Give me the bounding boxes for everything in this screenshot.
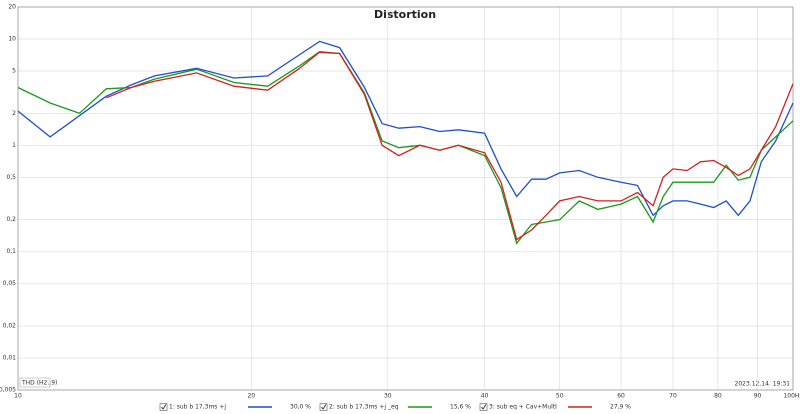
- x-tick-label: 70: [669, 393, 677, 400]
- y-tick-label: 1: [12, 142, 16, 149]
- legend-summary: 27,9 %: [610, 404, 631, 411]
- legend-summary: 15,6 %: [450, 404, 471, 411]
- series-line: [17, 40, 794, 217]
- y-label-box: [19, 377, 51, 388]
- y-tick-label: 0,2: [6, 216, 16, 223]
- legend-summary: 30,0 %: [290, 404, 311, 411]
- y-tick-label: 5: [12, 68, 16, 75]
- legend-check: [321, 404, 327, 410]
- legend-label: 1: sub b 17,3ms +j: [169, 404, 226, 411]
- y-tick-label: 0,5: [6, 174, 16, 181]
- timestamp: 2023.12.14. 19:31: [735, 381, 791, 388]
- y-tick-label: 0,05: [3, 280, 17, 287]
- y-tick-label: 0,01: [3, 354, 17, 361]
- plot-frame: [17, 6, 794, 391]
- x-tick-label: 80: [714, 393, 722, 400]
- chart-title: Distortion: [374, 8, 436, 21]
- x-tick-label: 30: [384, 393, 392, 400]
- x-tick-label: 100Hz: [783, 393, 800, 400]
- legend-checkbox: [479, 403, 488, 411]
- x-tick-label: 40: [481, 393, 489, 400]
- x-tick-label: 10: [14, 393, 22, 400]
- x-tick-label: 90: [754, 393, 762, 400]
- y-tick-label: 20: [8, 4, 16, 11]
- y-label: THD (H2..9): [21, 380, 57, 387]
- x-tick-label: 20: [247, 393, 255, 400]
- legend-label: 2: sub b 17,3ms +j _eq: [329, 404, 399, 411]
- x-tick-label: 60: [617, 393, 625, 400]
- y-tick-label: 0,02: [3, 322, 17, 329]
- series-line: [17, 51, 794, 245]
- legend-checkbox: [159, 403, 168, 411]
- legend-check: [161, 404, 167, 410]
- legend-label: 3: sub eq + Cav+MultI: [489, 404, 557, 411]
- y-tick-label: 0,1: [6, 248, 16, 255]
- x-tick-label: 50: [556, 393, 564, 400]
- y-tick-label: 0,005: [0, 387, 16, 394]
- y-tick-label: 10: [8, 36, 16, 43]
- legend-checkbox: [319, 403, 328, 411]
- legend-check: [481, 404, 487, 410]
- series-line: [106, 51, 794, 241]
- y-tick-label: 2: [12, 110, 16, 117]
